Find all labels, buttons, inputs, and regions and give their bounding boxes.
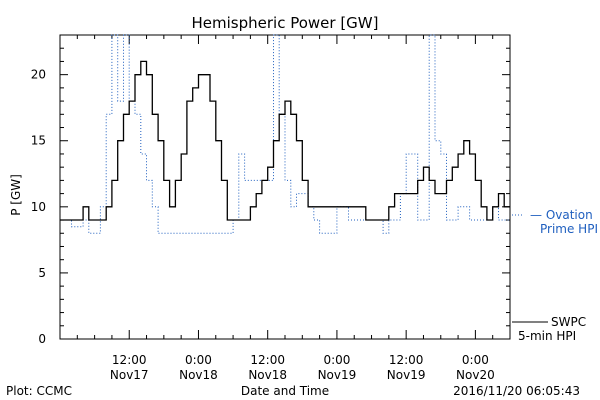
x-tick-time-label: 0:00: [462, 353, 489, 367]
x-tick-time-label: 12:00: [112, 353, 147, 367]
x-tick-time-label: 12:00: [389, 353, 424, 367]
x-tick-date-label: Nov18: [248, 368, 287, 382]
x-tick-date-label: Nov20: [456, 368, 495, 382]
y-tick-label: 10: [31, 200, 46, 214]
x-axis-ticks: 12:00Nov170:00Nov1812:00Nov180:00Nov1912…: [59, 35, 511, 382]
ovation-prime-series-line: [60, 34, 510, 234]
x-tick-time-label: 12:00: [250, 353, 285, 367]
x-tick-date-label: Nov19: [318, 368, 357, 382]
y-axis-ticks: 0 5 10 15 20: [31, 34, 510, 346]
y-axis-label: P [GW]: [9, 174, 23, 216]
x-tick-date-label: Nov19: [387, 368, 426, 382]
swpc-series-line: [60, 60, 510, 221]
y-tick-label: 15: [31, 134, 46, 148]
footer-plot-credit: Plot: CCMC: [6, 384, 72, 398]
x-axis-label: Date and Time: [241, 384, 329, 398]
legend-swpc-line1: SWPC: [551, 315, 586, 329]
series-lines: [60, 34, 510, 234]
x-tick-time-label: 0:00: [323, 353, 350, 367]
legend-ovation-line2: Prime HPI: [540, 222, 598, 236]
x-tick-date-label: Nov18: [179, 368, 218, 382]
legend-swpc-line2: 5-min HPI: [518, 329, 576, 343]
chart-title: Hemispheric Power [GW]: [192, 14, 379, 32]
legend-ovation-line1: — Ovation: [530, 208, 593, 222]
x-tick-date-label: Nov17: [110, 368, 149, 382]
footer-timestamp: 2016/11/20 06:05:43: [453, 384, 580, 398]
y-tick-label: 5: [38, 266, 46, 280]
y-tick-label: 20: [31, 68, 46, 82]
x-tick-time-label: 0:00: [185, 353, 212, 367]
plot-frame: [59, 34, 511, 340]
y-tick-label: 0: [38, 332, 46, 346]
